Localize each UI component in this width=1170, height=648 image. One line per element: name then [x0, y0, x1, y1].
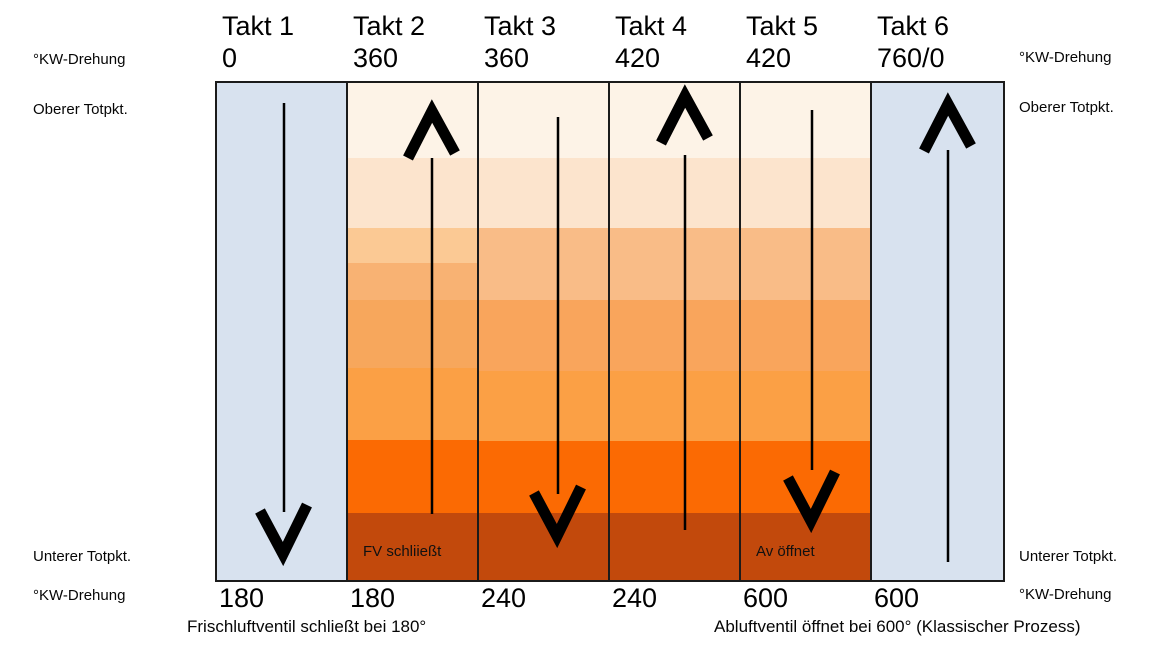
- takt-3-bottom-degrees: 240: [481, 583, 527, 613]
- thermal-band: [479, 441, 608, 513]
- left-label-oberer-totpunkt: Oberer Totpkt.: [33, 101, 128, 118]
- thermal-band: [348, 83, 477, 158]
- thermal-band: [610, 371, 739, 441]
- thermal-band: [479, 300, 608, 371]
- valve-note-av: Av öffnet: [756, 543, 815, 560]
- takt-5-bottom-degrees: 600: [743, 583, 789, 613]
- takt-1-column: [217, 83, 348, 580]
- left-label-kw-drehung-bottom: °KW-Drehung: [33, 587, 126, 604]
- thermal-band: [610, 300, 739, 371]
- header-takt-6: Takt 6 760/0: [877, 9, 1008, 73]
- takt-title: Takt 2: [353, 11, 426, 41]
- thermal-band: [348, 513, 477, 580]
- header-takt-2: Takt 2 360: [353, 9, 484, 73]
- thermal-band: [741, 300, 870, 371]
- thermal-band: [479, 83, 608, 158]
- takt-top-degrees: 420: [615, 43, 661, 73]
- takt-title: Takt 4: [615, 11, 688, 41]
- takt-top-degrees: 360: [353, 43, 399, 73]
- right-label-oberer-totpunkt: Oberer Totpkt.: [1019, 99, 1114, 116]
- thermal-band: [610, 513, 739, 580]
- thermal-band: [741, 228, 870, 300]
- header-takt-1: Takt 1 0: [222, 9, 353, 73]
- thermal-band: [610, 441, 739, 513]
- thermal-band: [348, 440, 477, 513]
- takt-1-bottom-degrees: 180: [219, 583, 265, 613]
- caption-exhaust-valve: Abluftventil öffnet bei 600° (Klassische…: [714, 617, 1081, 636]
- thermal-band: [348, 300, 477, 368]
- left-label-kw-drehung-top: °KW-Drehung: [33, 51, 126, 68]
- right-label-unterer-totpunkt: Unterer Totpkt.: [1019, 548, 1118, 565]
- takt-4-column: [610, 83, 741, 580]
- thermal-band: [610, 228, 739, 300]
- takt-title: Takt 3: [484, 11, 557, 41]
- takt-5-column: Av öffnet: [741, 83, 872, 580]
- valve-note-fv: FV schliießt: [363, 543, 442, 560]
- takt-top-degrees: 420: [746, 43, 792, 73]
- thermal-band: [348, 263, 477, 300]
- takt-top-degrees: 360: [484, 43, 530, 73]
- header-takt-5: Takt 5 420: [746, 9, 877, 73]
- header-takt-3: Takt 3 360: [484, 9, 615, 73]
- thermal-band: [741, 371, 870, 441]
- thermal-band: [479, 513, 608, 580]
- thermal-band: [610, 158, 739, 228]
- thermal-band: [348, 228, 477, 263]
- caption-intake-valve: Frischluftventil schließt bei 180°: [187, 617, 427, 636]
- right-label-kw-drehung-bottom: °KW-Drehung: [1019, 586, 1112, 603]
- thermal-band: [741, 158, 870, 228]
- takt-2-column: FV schliießt: [348, 83, 479, 580]
- takt-6-column: [872, 83, 1003, 580]
- right-label-kw-drehung-top: °KW-Drehung: [1019, 49, 1112, 66]
- takt-4-bottom-degrees: 240: [612, 583, 658, 613]
- thermal-band: [348, 368, 477, 440]
- left-label-unterer-totpunkt: Unterer Totpkt.: [33, 548, 132, 565]
- piston-arrow-up-icon: [919, 92, 976, 562]
- cycle-box: FV schliießt Av öffnet: [215, 81, 1005, 582]
- thermal-band: [741, 83, 870, 158]
- thermal-band: [479, 158, 608, 228]
- takt-top-degrees: 0: [222, 43, 238, 73]
- thermal-band: [479, 228, 608, 300]
- thermal-band: [741, 441, 870, 513]
- takt-top-degrees: 760/0: [877, 43, 945, 73]
- takt-title: Takt 5: [746, 11, 819, 41]
- takt-2-bottom-degrees: 180: [350, 583, 396, 613]
- takt-6-bottom-degrees: 600: [874, 583, 920, 613]
- thermal-band: [610, 83, 739, 158]
- thermal-band: [348, 158, 477, 228]
- takt-title: Takt 6: [877, 11, 950, 41]
- takt-3-column: [479, 83, 610, 580]
- header-takt-4: Takt 4 420: [615, 9, 746, 73]
- piston-arrow-down-icon: [255, 103, 312, 567]
- takt-title: Takt 1: [222, 11, 295, 41]
- thermal-band: [479, 371, 608, 441]
